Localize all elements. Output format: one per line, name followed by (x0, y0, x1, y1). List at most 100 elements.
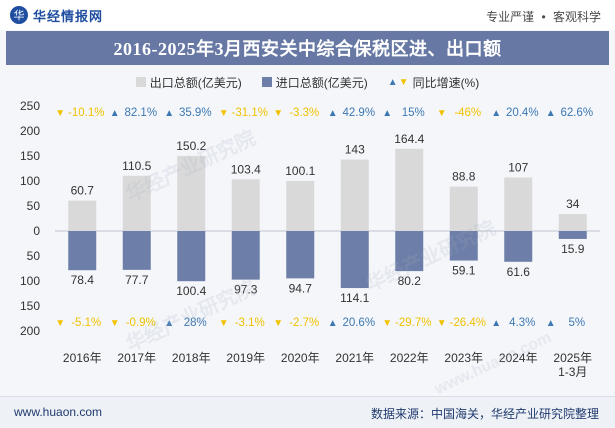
import-growth-label: -2.7% (289, 317, 319, 329)
legend-growth-label: 同比增速(%) (412, 75, 480, 90)
top-bar: 华 华经情报网 专业严谨 • 客观科学 (0, 0, 615, 30)
export-bar (504, 177, 533, 231)
import-growth-triangle-icon: ▼ (437, 318, 447, 329)
y-tick-label: 150 (20, 149, 40, 163)
export-bar (177, 155, 206, 231)
import-value-label: 77.7 (125, 273, 149, 287)
export-bar (395, 148, 424, 231)
export-growth-label: 42.9% (342, 107, 375, 119)
legend-import: 进口总额(亿美元) (261, 74, 368, 91)
import-value-label: 100.4 (176, 284, 206, 298)
import-growth-triangle-icon: ▼ (110, 318, 120, 329)
import-bar (340, 231, 369, 289)
legend: 出口总额(亿美元) 进口总额(亿美元) ▲ ▼ 同比增速(%) (0, 72, 615, 92)
import-growth-triangle-icon: ▼ (382, 318, 392, 329)
export-value-label: 34 (566, 197, 580, 211)
tag-professional: 专业严谨 (486, 10, 535, 24)
export-growth-triangle-icon: ▲ (491, 108, 501, 119)
export-growth-label: -31.1% (232, 107, 268, 119)
y-tick-label: 50 (27, 249, 41, 263)
y-tick-label: 200 (20, 124, 40, 138)
x-category-label: 2018年 (172, 351, 211, 365)
y-tick-label: 150 (20, 299, 40, 313)
export-growth-triangle-icon: ▲ (328, 108, 338, 119)
import-swatch-icon (261, 77, 272, 87)
import-bar (449, 231, 478, 261)
import-growth-label: 28% (184, 317, 207, 329)
export-growth-triangle-icon: ▲ (110, 108, 120, 119)
import-growth-label: 5% (568, 317, 585, 329)
legend-growth: ▲ ▼ 同比增速(%) (388, 74, 479, 91)
tag-separator: • (541, 10, 546, 24)
import-bar (286, 231, 315, 279)
export-bar (558, 214, 587, 231)
import-bar (231, 231, 260, 280)
export-value-label: 88.8 (452, 170, 476, 184)
import-growth-label: -0.9% (126, 317, 156, 329)
import-growth-label: -26.4% (450, 317, 486, 329)
import-value-label: 97.3 (234, 283, 258, 297)
export-swatch-icon (135, 77, 146, 87)
export-value-label: 107 (508, 161, 528, 175)
export-growth-label: 35.9% (179, 107, 212, 119)
export-growth-triangle-icon: ▲ (382, 108, 392, 119)
down-triangle-icon: ▼ (398, 76, 409, 88)
export-growth-label: -10.1% (68, 107, 104, 119)
import-bar (68, 231, 97, 271)
import-growth-label: -5.1% (71, 317, 101, 329)
export-growth-label: -3.3% (289, 107, 319, 119)
export-growth-triangle-icon: ▲ (164, 108, 174, 119)
export-growth-triangle-icon: ▼ (437, 108, 447, 119)
import-growth-triangle-icon: ▲ (164, 318, 174, 329)
import-growth-label: -3.1% (235, 317, 265, 329)
import-bar (122, 231, 151, 270)
y-tick-label: 50 (27, 199, 41, 213)
export-bar (449, 186, 478, 231)
import-value-label: 61.6 (507, 265, 531, 279)
x-category-label: 2019年 (226, 351, 265, 365)
title-banner: 2016-2025年3月西安关中综合保税区进、出口额 (6, 31, 609, 65)
import-value-label: 94.7 (289, 281, 313, 295)
import-growth-triangle-icon: ▼ (273, 318, 283, 329)
x-category-label: 2016年 (63, 351, 102, 365)
export-growth-label: -46% (454, 107, 481, 119)
import-growth-triangle-icon: ▼ (219, 318, 229, 329)
import-growth-triangle-icon: ▼ (55, 318, 65, 329)
legend-export: 出口总额(亿美元) (135, 74, 242, 91)
footer: www.huaon.com 数据来源：中国海关，华经产业研究院整理 (0, 396, 615, 428)
export-value-label: 103.4 (231, 162, 261, 176)
export-growth-triangle-icon: ▼ (55, 108, 65, 119)
export-bar (340, 159, 369, 231)
legend-import-label: 进口总额(亿美元) (275, 75, 368, 90)
export-growth-label: 62.6% (560, 107, 593, 119)
up-triangle-icon: ▲ (387, 76, 398, 88)
chart-title: 2016-2025年3月西安关中综合保税区进、出口额 (113, 39, 502, 59)
x-category-label: 2025年 (553, 351, 592, 365)
brand[interactable]: 华 华经情报网 (10, 6, 103, 24)
brand-name: 华经情报网 (33, 8, 104, 24)
export-value-label: 60.7 (71, 184, 95, 198)
x-category-label: 2023年 (444, 351, 483, 365)
export-growth-triangle-icon: ▼ (273, 108, 283, 119)
y-tick-label: 100 (20, 274, 40, 288)
footer-url[interactable]: www.huaon.com (14, 405, 103, 419)
x-category-label: 2020年 (281, 351, 320, 365)
export-value-label: 150.2 (176, 139, 206, 153)
import-growth-label: 20.6% (342, 317, 375, 329)
export-bar (122, 175, 151, 231)
import-value-label: 80.2 (398, 274, 422, 288)
export-value-label: 143 (345, 143, 365, 157)
export-growth-label: 82.1% (124, 107, 157, 119)
export-growth-triangle-icon: ▼ (219, 108, 229, 119)
import-value-label: 59.1 (452, 264, 476, 278)
export-value-label: 110.5 (122, 159, 151, 173)
brand-logo-icon: 华 (10, 6, 28, 24)
import-value-label: 78.4 (71, 273, 95, 287)
import-growth-label: 4.3% (509, 317, 535, 329)
import-growth-triangle-icon: ▲ (328, 318, 338, 329)
export-bar (286, 180, 315, 231)
x-category-label: 2022年 (390, 351, 429, 365)
y-tick-label: 100 (20, 174, 40, 188)
x-category-label: 2024年 (499, 351, 538, 365)
